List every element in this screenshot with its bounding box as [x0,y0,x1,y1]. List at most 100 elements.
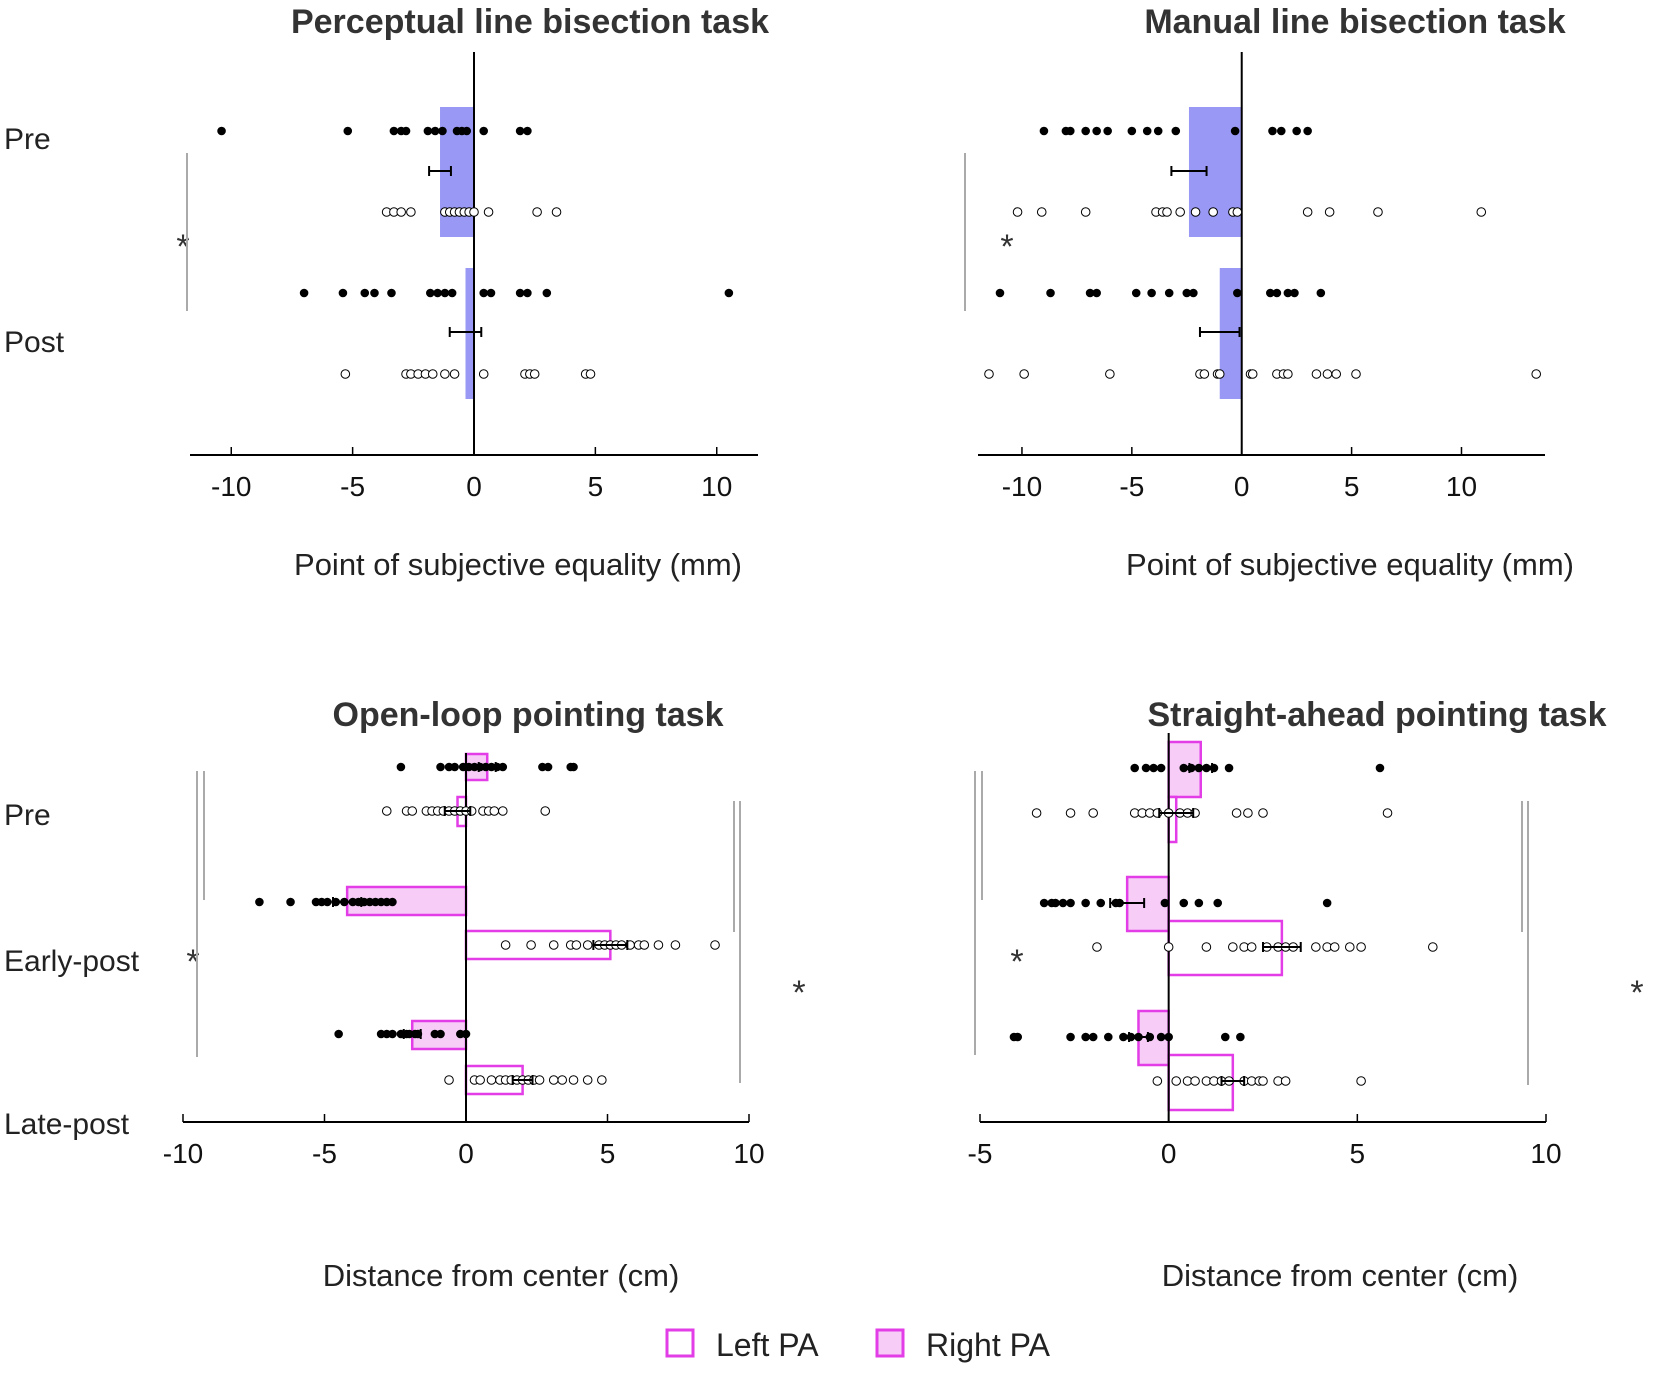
point-filled-manual-post [1283,288,1293,298]
point-open-manual-pre [1175,207,1185,217]
point-left-pa-openloop-early-post [582,940,593,950]
point-filled-perceptual-pre [523,126,532,136]
significance-star-manual: * [1000,228,1013,266]
point-open-perceptual-pre [406,207,416,217]
point-left-pa-straightahead-pre [1031,808,1042,818]
x-tick-label-manual: -10 [1002,471,1042,502]
point-open-perceptual-pre [396,207,406,217]
point-filled-perceptual-post [542,288,552,298]
point-open-manual-post [1311,369,1322,379]
point-right-pa-straightahead-early-post [1066,898,1075,908]
point-filled-perceptual-post [433,288,442,298]
point-right-pa-straightahead-pre [1130,763,1140,773]
point-left-pa-straightahead-pre [1258,808,1268,818]
point-right-pa-openloop-pre [543,762,553,772]
x-axis-label-straightahead: Distance from center (cm) [1162,1258,1519,1293]
panel-title-openloop: Open-loop pointing task [333,696,724,734]
x-tick-label-perceptual: 5 [588,471,604,502]
point-filled-manual-pre [1268,126,1277,136]
point-filled-manual-pre [1127,126,1137,136]
point-filled-perceptual-pre [462,126,472,136]
point-right-pa-straightahead-late-post [1013,1032,1023,1042]
bar-left-pa-straightahead-pre [1167,795,1178,844]
x-tick-label-straightahead: -5 [968,1138,993,1169]
point-filled-manual-post [1147,288,1156,298]
point-filled-manual-post [1189,288,1198,298]
point-left-pa-openloop-late-post [597,1075,607,1085]
point-open-manual-pre [1302,207,1313,217]
point-open-manual-post [1199,369,1210,379]
point-right-pa-openloop-pre [436,762,445,772]
point-right-pa-straightahead-late-post [1088,1032,1098,1042]
point-left-pa-straightahead-pre [1243,808,1253,818]
x-tick-label-perceptual: 0 [466,471,482,502]
point-open-perceptual-pre [551,207,562,217]
point-filled-perceptual-post [486,288,496,298]
point-open-perceptual-post [440,369,450,379]
point-filled-perceptual-post [426,288,435,298]
point-right-pa-straightahead-early-post [1096,898,1106,908]
point-open-manual-post [1214,369,1225,379]
point-filled-perceptual-post [515,288,525,298]
point-filled-manual-pre [1276,126,1286,136]
significance-star-openloop-right: * [792,974,805,1012]
point-right-pa-straightahead-late-post [1119,1032,1128,1042]
point-right-pa-straightahead-early-post [1179,898,1189,908]
point-left-pa-openloop-pre [489,806,500,816]
point-left-pa-openloop-late-post [557,1075,568,1085]
point-filled-perceptual-post [338,288,348,298]
point-filled-perceptual-pre [389,126,399,136]
point-left-pa-straightahead-late-post [1280,1076,1291,1086]
point-left-pa-straightahead-pre [1382,808,1393,818]
category-label-perceptual-post: Post [4,326,65,359]
point-right-pa-straightahead-late-post [1236,1032,1245,1042]
point-right-pa-openloop-pre [498,762,508,772]
point-right-pa-straightahead-early-post [1322,898,1332,908]
point-right-pa-straightahead-late-post [1066,1032,1075,1042]
point-open-perceptual-post [478,369,489,379]
point-open-perceptual-post [449,369,460,379]
category-label-perceptual-pre: Pre [4,123,51,156]
point-open-manual-post [1247,369,1258,379]
point-filled-perceptual-post [440,288,450,298]
point-left-pa-straightahead-early-post [1329,942,1340,952]
point-left-pa-openloop-early-post [571,940,582,950]
point-filled-manual-post [1092,288,1101,298]
point-left-pa-straightahead-early-post [1201,942,1212,952]
x-axis-label-openloop: Distance from center (cm) [323,1258,680,1293]
x-tick-label-straightahead: 5 [1350,1138,1366,1169]
point-filled-perceptual-pre [401,126,411,136]
point-open-perceptual-pre [532,207,542,217]
point-right-pa-straightahead-late-post [1164,1032,1173,1042]
x-tick-label-perceptual: 10 [701,471,732,502]
point-open-manual-pre [1162,207,1172,217]
point-left-pa-openloop-pre [407,806,418,816]
point-open-manual-post [1331,369,1342,379]
significance-star-straightahead-left: * [1010,943,1023,981]
point-left-pa-straightahead-late-post [1171,1076,1182,1086]
point-left-pa-openloop-early-post [500,940,511,950]
point-left-pa-openloop-late-post [568,1075,579,1085]
x-tick-label-manual: 10 [1446,471,1477,502]
point-filled-manual-pre [1066,126,1075,136]
point-right-pa-openloop-early-post [323,897,332,907]
point-left-pa-straightahead-late-post [1190,1076,1200,1086]
point-filled-manual-post [1085,288,1095,298]
point-left-pa-openloop-early-post [526,940,536,950]
point-right-pa-openloop-late-post [334,1029,343,1039]
point-right-pa-straightahead-late-post [1220,1032,1230,1042]
point-filled-perceptual-post [360,288,370,298]
point-left-pa-openloop-late-post [444,1075,454,1085]
point-open-perceptual-post [585,369,596,379]
point-open-manual-pre [1324,207,1335,217]
point-right-pa-straightahead-late-post [1081,1032,1090,1042]
point-filled-perceptual-pre [343,126,353,136]
point-filled-manual-post [1290,288,1299,298]
point-left-pa-straightahead-early-post [1092,942,1102,952]
x-tick-label-perceptual: -5 [340,471,365,502]
x-axis-label-manual: Point of subjective equality (mm) [1126,547,1574,582]
point-filled-manual-post [1182,288,1192,298]
point-left-pa-openloop-early-post [710,940,720,950]
